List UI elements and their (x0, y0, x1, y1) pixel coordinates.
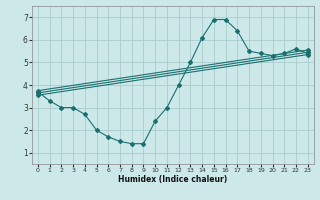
X-axis label: Humidex (Indice chaleur): Humidex (Indice chaleur) (118, 175, 228, 184)
